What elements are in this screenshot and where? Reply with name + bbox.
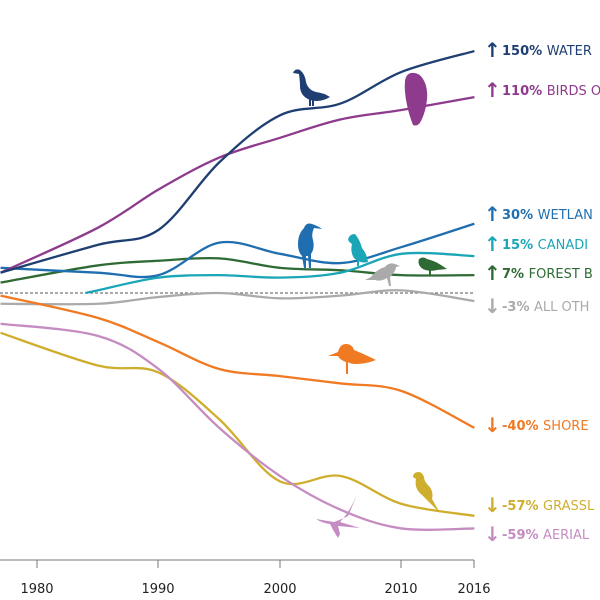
series-label-forest: ↑ 7% FOREST B (484, 261, 593, 285)
swallow-silhouette-icon (316, 488, 360, 538)
songbird-silhouette-icon (413, 472, 440, 513)
x-tick-label: 1990 (141, 582, 174, 597)
series-pct: 7% (502, 267, 529, 282)
series-label-waterfowl: ↑ 150% WATER (484, 38, 592, 62)
series-name: GRASSL (543, 499, 595, 514)
x-tick-1990: 1990 (141, 560, 175, 597)
series-line-prey (0, 95, 475, 274)
series-label-text: -59% AERIAL (502, 528, 590, 543)
series-pct: -3% (502, 300, 534, 315)
series-pct: -40% (502, 419, 543, 434)
series-label-arctic: ↑ 15% CANADI (484, 232, 588, 256)
series-label-grassland: ↓ -57% GRASSL (484, 493, 595, 517)
arrow-up-icon: ↑ (484, 38, 501, 62)
x-tick-1980: 1980 (20, 560, 54, 597)
arrow-down-icon: ↓ (484, 294, 501, 318)
series-name: WETLAN (538, 208, 593, 223)
series-label-text: 110% BIRDS O (502, 84, 600, 99)
x-tick-label: 1980 (20, 582, 53, 597)
bird-silhouettes (293, 69, 447, 538)
x-tick-label: 2010 (384, 582, 417, 597)
x-tick-2016: 2016 (457, 560, 491, 597)
x-tick-label: 2000 (263, 582, 296, 597)
puffin-silhouette-icon (348, 234, 368, 266)
series-name: SHORE (543, 419, 589, 434)
series-name: FOREST B (529, 267, 593, 282)
series-label-text: 15% CANADI (502, 238, 588, 253)
series-label-shorebirds: ↓ -40% SHORE (484, 413, 589, 437)
series-label-text: 30% WETLAN (502, 208, 593, 223)
series-label-other: ↓ -3% ALL OTH (484, 294, 589, 318)
x-tick-label: 2016 (457, 582, 490, 597)
series-line-arctic (85, 251, 475, 295)
parrot-silhouette-icon (418, 257, 447, 276)
series-label-prey: ↑ 110% BIRDS O (484, 78, 600, 102)
series-name: AERIAL (543, 528, 590, 543)
series-line-aerial (0, 322, 475, 531)
crow-silhouette-icon (365, 263, 400, 286)
series-pct: -57% (502, 499, 543, 514)
x-axis: 1980 1990 2000 2010 2016 (0, 559, 491, 597)
series-label-text: 150% WATER (502, 44, 592, 59)
series-label-text: -3% ALL OTH (502, 300, 589, 315)
arrow-up-icon: ↑ (484, 78, 501, 102)
series-line-other (0, 289, 475, 306)
series-pct: -59% (502, 528, 543, 543)
series-label-text: -57% GRASSL (502, 499, 595, 514)
series-pct: 30% (502, 208, 538, 223)
series-line-shorebirds (0, 294, 475, 429)
series-line-wetland (0, 222, 475, 279)
hawk-silhouette-icon (404, 72, 428, 126)
series-line-waterfowl (0, 49, 475, 274)
series-label-wetland: ↑ 30% WETLAN (484, 202, 593, 226)
shorebird-silhouette-icon (328, 344, 376, 374)
series-name: CANADI (538, 238, 588, 253)
series-name: ALL OTH (534, 300, 589, 315)
goose-silhouette-icon (293, 69, 330, 106)
series-line-forest (0, 256, 475, 284)
series-pct: 15% (502, 238, 538, 253)
series-pct: 110% (502, 84, 547, 99)
series-pct: 150% (502, 44, 547, 59)
arrow-down-icon: ↓ (484, 493, 501, 517)
heron-silhouette-icon (298, 223, 322, 268)
series-label-text: 7% FOREST B (502, 267, 593, 282)
series-name: WATER (547, 44, 592, 59)
series-name: BIRDS O (547, 84, 600, 99)
arrow-up-icon: ↑ (484, 232, 501, 256)
series-label-aerial: ↓ -59% AERIAL (484, 522, 590, 546)
series-label-text: -40% SHORE (502, 419, 589, 434)
arrow-up-icon: ↑ (484, 202, 501, 226)
series-line-grassland (0, 331, 475, 517)
arrow-down-icon: ↓ (484, 413, 501, 437)
arrow-up-icon: ↑ (484, 261, 501, 285)
arrow-down-icon: ↓ (484, 522, 501, 546)
x-tick-2000: 2000 (263, 560, 297, 597)
x-tick-2010: 2010 (384, 560, 418, 597)
